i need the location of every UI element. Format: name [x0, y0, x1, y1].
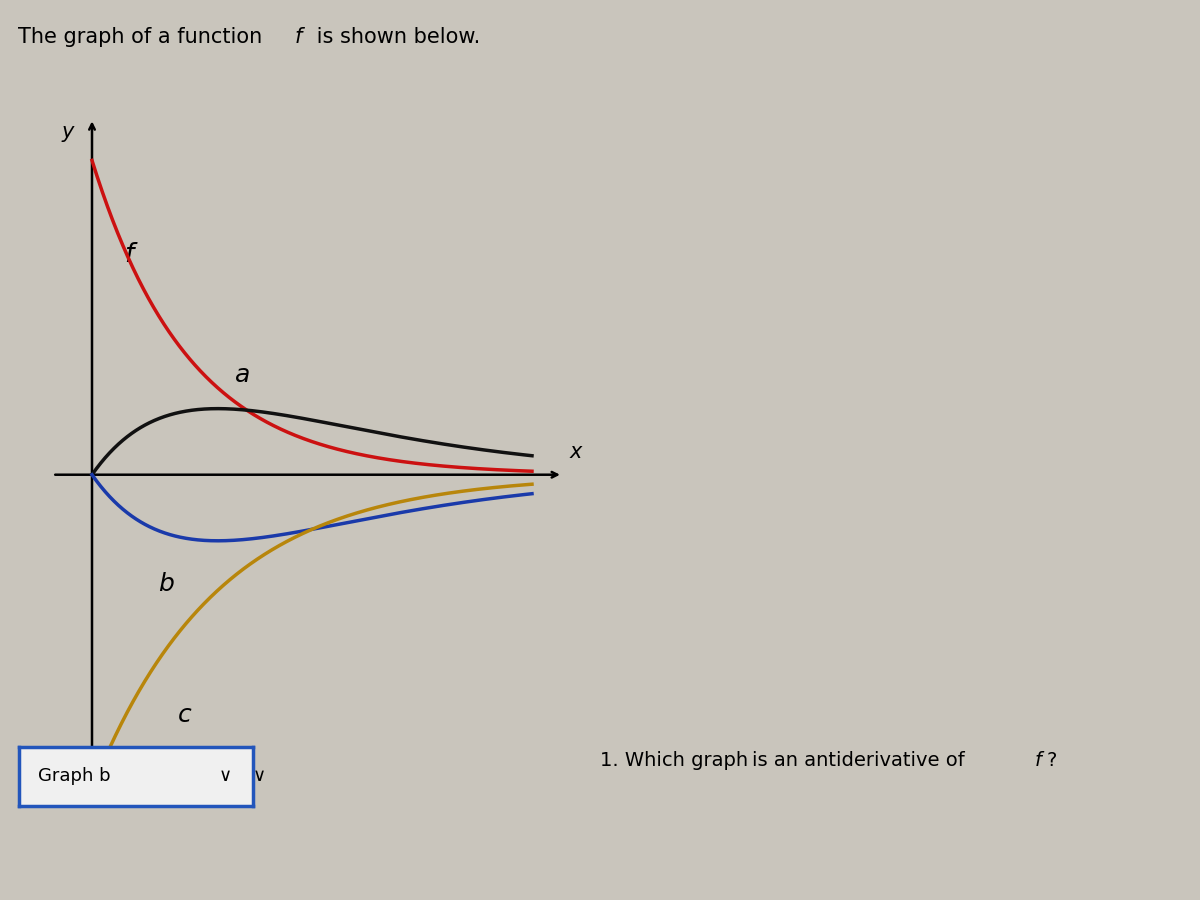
Text: 1. Which graph is an antiderivative of: 1. Which graph is an antiderivative of	[600, 751, 971, 770]
Text: $c$: $c$	[176, 704, 192, 727]
Text: ∨: ∨	[253, 767, 265, 785]
Text: $b$: $b$	[158, 573, 175, 596]
Text: is shown below.: is shown below.	[310, 27, 480, 47]
Text: $f$: $f$	[294, 27, 306, 47]
Text: $x$: $x$	[569, 443, 584, 462]
Text: ?: ?	[1046, 751, 1057, 770]
Text: $f$: $f$	[1034, 751, 1045, 770]
Text: Graph b: Graph b	[38, 767, 110, 785]
Text: ∨: ∨	[218, 767, 232, 785]
Text: $f$: $f$	[125, 242, 139, 267]
Text: $a$: $a$	[234, 364, 250, 387]
Text: The graph of a function: The graph of a function	[18, 27, 269, 47]
Text: $y$: $y$	[61, 123, 77, 144]
